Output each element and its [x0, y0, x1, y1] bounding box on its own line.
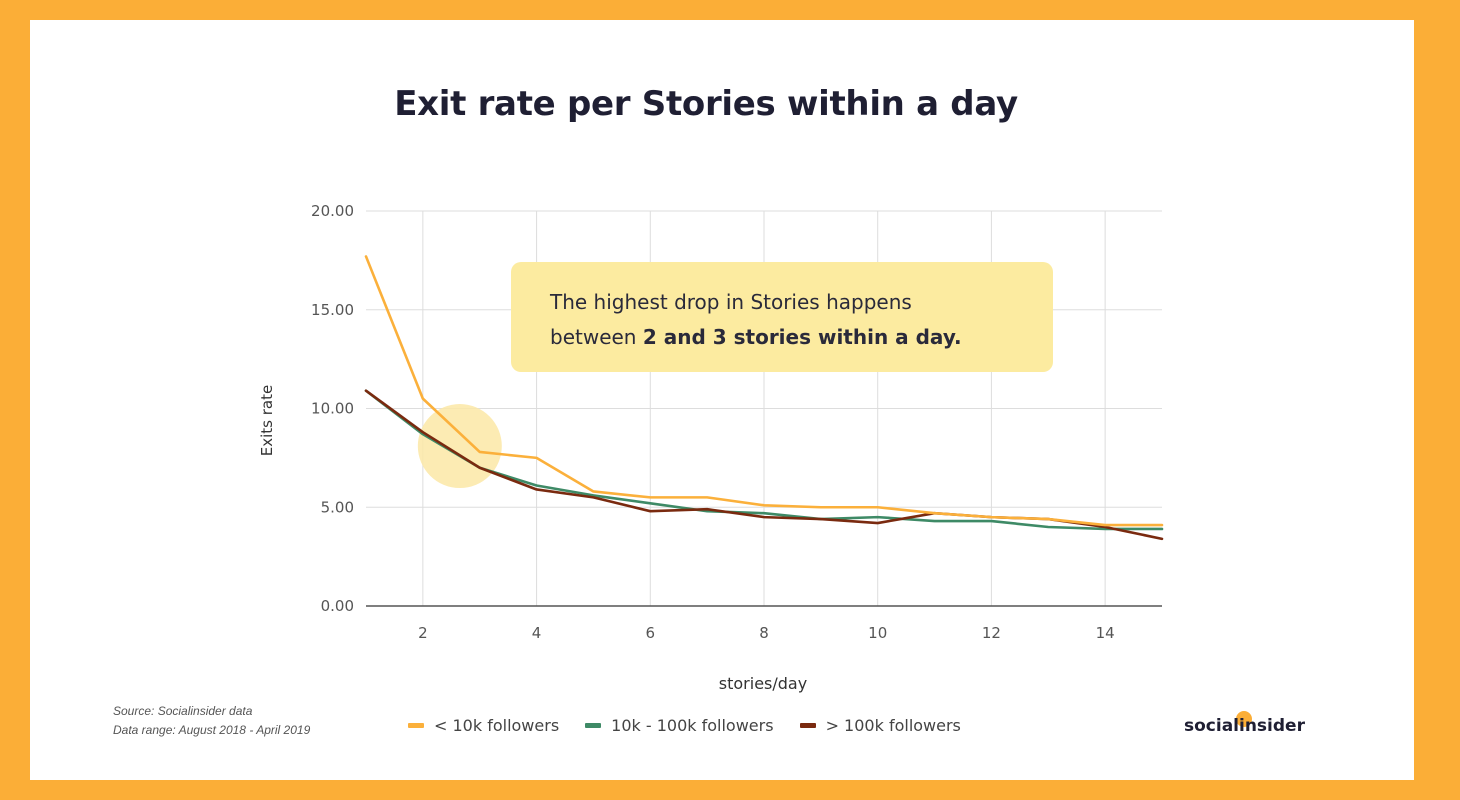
- x-tick-label: 12: [982, 624, 1001, 642]
- legend-label-small: < 10k followers: [434, 716, 560, 735]
- y-axis-title: Exits rate: [258, 385, 276, 456]
- callout-line-2-bold: 2 and 3 stories within a day.: [643, 325, 962, 349]
- x-tick-label: 4: [532, 624, 542, 642]
- legend-swatch-large: [799, 723, 816, 728]
- x-tick-label: 8: [759, 624, 769, 642]
- callout-box: [511, 262, 1053, 372]
- legend-swatch-small: [408, 723, 424, 728]
- y-tick-label: 10.00: [311, 400, 354, 418]
- source-note: Source: Socialinsider data Data range: A…: [113, 702, 310, 740]
- callout-line-2: between 2 and 3 stories within a day.: [550, 325, 962, 349]
- date-range-text: Data range: August 2018 - April 2019: [113, 723, 311, 737]
- highlight-circle: [417, 404, 502, 489]
- callout-line-1: The highest drop in Stories happens: [549, 290, 912, 314]
- callout-line-2-prefix: between: [550, 325, 643, 349]
- chart-title: Exit rate per Stories within a day: [394, 84, 1018, 124]
- x-tick-label: 10: [868, 624, 887, 642]
- y-tick-label: 20.00: [311, 202, 354, 220]
- y-tick-label: 5.00: [321, 498, 354, 516]
- x-tick-label: 14: [1096, 624, 1115, 642]
- y-tick-label: 0.00: [321, 597, 354, 615]
- legend-item-mid: 10k - 100k followers: [585, 716, 774, 735]
- x-tick-label: 2: [418, 624, 428, 642]
- legend-swatch-mid: [585, 723, 602, 728]
- y-tick-label: 15.00: [311, 301, 354, 319]
- series-line-0: [364, 255, 1164, 527]
- legend-item-small: < 10k followers: [408, 716, 559, 735]
- x-tick-label: 6: [646, 624, 656, 642]
- chart-card: [30, 20, 1414, 780]
- legend-label-large: > 100k followers: [825, 716, 961, 735]
- x-axis-title: stories/day: [719, 674, 807, 693]
- legend-item-large: > 100k followers: [799, 716, 961, 735]
- source-text: Source: Socialinsider data: [113, 704, 253, 718]
- legend: < 10k followers 10k - 100k followers > 1…: [408, 716, 987, 735]
- brand-logo: socialinsider: [1184, 716, 1305, 736]
- logo-dot-icon: [1236, 711, 1252, 727]
- legend-label-mid: 10k - 100k followers: [611, 716, 774, 735]
